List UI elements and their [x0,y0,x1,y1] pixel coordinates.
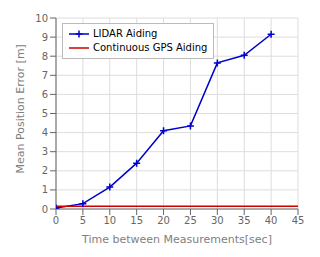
svg-text:30: 30 [211,215,224,226]
svg-text:40: 40 [265,215,278,226]
svg-text:15: 15 [130,215,143,226]
svg-text:10: 10 [103,215,116,226]
html-text:Continuous GPS Aiding: Continuous GPS Aiding [93,42,208,53]
svg-text:4: 4 [42,127,48,138]
svg-text:7: 7 [42,70,48,81]
svg-text:10: 10 [35,13,48,24]
svg-text:9: 9 [42,32,48,43]
svg-text:35: 35 [238,215,251,226]
svg-text:Time between Measurements[sec]: Time between Measurements[sec] [81,233,272,246]
svg-text:6: 6 [42,89,48,100]
svg-text:45: 45 [292,215,305,226]
svg-text:25: 25 [184,215,197,226]
svg-text:5: 5 [42,108,48,119]
svg-text:8: 8 [42,51,48,62]
svg-text:20: 20 [157,215,170,226]
svg-text:Mean Position Error [m]: Mean Position Error [m] [14,44,27,173]
svg-text:3: 3 [42,146,48,157]
svg-text:1: 1 [42,184,48,195]
svg-text:0: 0 [53,215,59,226]
svg-text:5: 5 [80,215,86,226]
svg-text:0: 0 [42,204,48,215]
html-text:LIDAR Aiding: LIDAR Aiding [93,28,158,39]
svg-text:2: 2 [42,165,48,176]
